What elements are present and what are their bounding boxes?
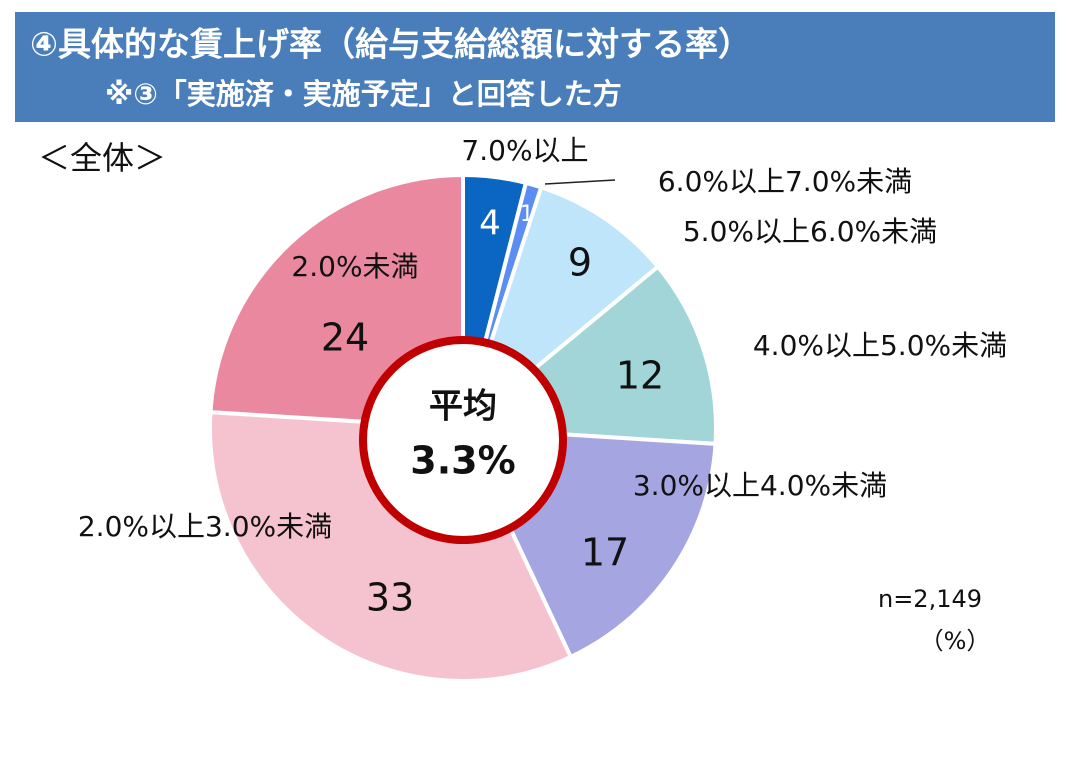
sample-note: n=2,149: [878, 585, 982, 613]
category-label: 6.0%以上7.0%未満: [658, 165, 912, 198]
chart-subtitle: ※③「実施済・実施予定」と回答した方: [105, 77, 622, 111]
value-label: 17: [581, 531, 629, 575]
value-label: 12: [616, 354, 664, 398]
header-band: [15, 12, 1055, 122]
category-label: 2.0%未満: [291, 250, 418, 283]
value-label: 24: [321, 316, 369, 360]
value-label: 9: [568, 241, 592, 285]
chart-title: ④具体的な賃上げ率（給与支給総額に対する率）: [30, 25, 751, 64]
unit-note: （%）: [920, 627, 991, 655]
center-circle: [359, 336, 567, 544]
value-label: 4: [479, 204, 501, 244]
panel-label: ＜全体＞: [38, 139, 166, 177]
category-label: 2.0%以上3.0%未満: [78, 510, 332, 543]
value-label: 33: [366, 576, 414, 620]
value-label: 1: [520, 202, 534, 227]
center-value: 3.3%: [410, 439, 515, 483]
center-title: 平均: [429, 387, 497, 427]
category-label: 3.0%以上4.0%未満: [633, 469, 887, 502]
category-label: 5.0%以上6.0%未満: [683, 215, 937, 248]
category-label: 4.0%以上5.0%未満: [753, 329, 1007, 362]
category-label: 7.0%以上: [461, 134, 588, 167]
leader-line: [544, 179, 616, 185]
